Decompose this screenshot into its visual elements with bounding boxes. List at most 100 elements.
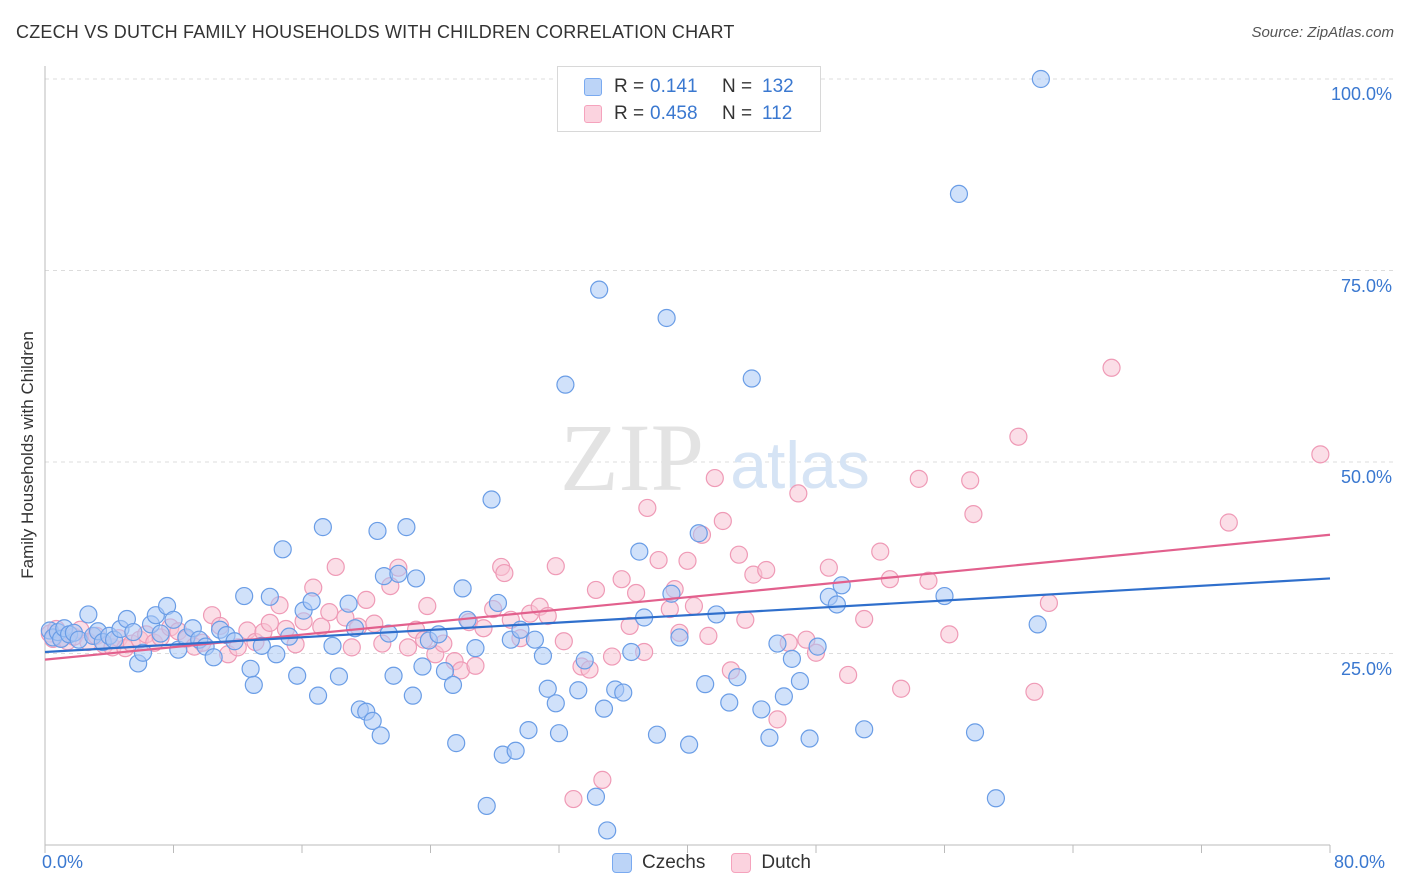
dutch-point[interactable] [961, 471, 980, 490]
czech-point[interactable] [447, 734, 466, 753]
czech-point[interactable] [670, 628, 689, 647]
czech-point[interactable] [760, 728, 779, 747]
czech-point[interactable] [124, 622, 143, 642]
dutch-point[interactable] [357, 590, 376, 609]
dutch-point[interactable] [909, 469, 928, 488]
czech-point[interactable] [696, 675, 715, 694]
czech-point[interactable] [594, 699, 614, 718]
czech-point[interactable] [800, 729, 819, 748]
dutch-point[interactable] [593, 770, 612, 789]
czech-point[interactable] [403, 686, 422, 705]
czech-point[interactable] [986, 789, 1006, 808]
czech-point[interactable] [406, 569, 426, 588]
czech-point[interactable] [832, 576, 851, 595]
dutch-point[interactable] [699, 626, 718, 645]
dutch-point[interactable] [789, 484, 808, 503]
czech-point[interactable] [260, 587, 279, 606]
czech-point[interactable] [549, 724, 569, 743]
czech-point[interactable] [488, 593, 508, 613]
czech-point[interactable] [630, 542, 649, 561]
czech-point[interactable] [506, 741, 525, 760]
dutch-point[interactable] [602, 647, 622, 666]
dutch-point[interactable] [940, 625, 959, 644]
dutch-point[interactable] [819, 558, 838, 577]
czech-point[interactable] [790, 671, 810, 691]
czech-point[interactable] [538, 679, 557, 698]
dutch-point[interactable] [564, 789, 583, 809]
czech-point[interactable] [622, 642, 641, 662]
czech-point[interactable] [855, 720, 874, 739]
czech-point[interactable] [1031, 69, 1050, 89]
dutch-point[interactable] [729, 545, 749, 564]
czech-point[interactable] [614, 683, 633, 702]
czech-point[interactable] [244, 675, 263, 695]
dutch-point[interactable] [839, 665, 858, 685]
legend-item-czechs[interactable]: Czechs [612, 852, 705, 874]
dutch-point[interactable] [320, 603, 339, 622]
czech-point[interactable] [598, 821, 617, 840]
dutch-point[interactable] [678, 551, 697, 570]
czech-point[interactable] [308, 686, 328, 705]
dutch-point[interactable] [1025, 682, 1044, 701]
dutch-point[interactable] [546, 557, 565, 576]
czech-point[interactable] [720, 693, 739, 712]
dutch-point[interactable] [1311, 445, 1330, 464]
dutch-point[interactable] [855, 609, 874, 629]
czech-point[interactable] [657, 308, 676, 328]
czech-point[interactable] [397, 518, 416, 537]
dutch-point[interactable] [713, 511, 732, 531]
czech-point[interactable] [368, 521, 387, 541]
czech-point[interactable] [204, 648, 223, 667]
czech-point[interactable] [1028, 615, 1047, 634]
dutch-point[interactable] [626, 583, 646, 603]
czech-point[interactable] [164, 610, 183, 629]
dutch-point[interactable] [684, 596, 704, 616]
czech-point[interactable] [774, 687, 793, 706]
czech-point[interactable] [435, 662, 455, 681]
czech-point[interactable] [680, 735, 699, 754]
czech-point[interactable] [647, 725, 667, 744]
czech-point[interactable] [329, 667, 349, 686]
czech-point[interactable] [569, 681, 588, 700]
czech-point[interactable] [742, 369, 761, 388]
dutch-point[interactable] [736, 610, 755, 629]
dutch-point[interactable] [757, 560, 776, 580]
dutch-point[interactable] [871, 542, 890, 561]
czech-point[interactable] [949, 184, 969, 203]
czech-point[interactable] [586, 787, 606, 806]
czech-point[interactable] [935, 586, 954, 606]
czech-point[interactable] [808, 637, 827, 656]
czech-point[interactable] [965, 723, 985, 742]
czech-point[interactable] [273, 540, 292, 559]
dutch-point[interactable] [705, 468, 724, 488]
dutch-point[interactable] [1009, 427, 1028, 446]
dutch-point[interactable] [260, 613, 279, 632]
dutch-point[interactable] [365, 614, 384, 633]
dutch-point[interactable] [1102, 358, 1121, 377]
czech-point[interactable] [302, 592, 321, 611]
czech-point[interactable] [556, 375, 575, 394]
dutch-point[interactable] [586, 580, 606, 600]
dutch-point[interactable] [418, 596, 437, 616]
czech-point[interactable] [533, 646, 553, 665]
czech-point[interactable] [728, 668, 747, 687]
czech-point[interactable] [133, 643, 153, 662]
czech-point[interactable] [235, 586, 254, 606]
dutch-point[interactable] [398, 638, 418, 657]
czech-point[interactable] [546, 694, 565, 713]
dutch-point[interactable] [964, 504, 983, 524]
czech-point[interactable] [575, 651, 594, 670]
czech-point[interactable] [371, 726, 390, 745]
dutch-point[interactable] [326, 557, 345, 577]
czech-point[interactable] [590, 280, 609, 299]
dutch-point[interactable] [1219, 513, 1238, 532]
dutch-point[interactable] [495, 563, 514, 583]
legend-item-dutch[interactable]: Dutch [731, 852, 811, 874]
czech-point[interactable] [151, 624, 170, 643]
czech-point[interactable] [768, 634, 787, 653]
czech-point[interactable] [453, 579, 472, 598]
czech-point[interactable] [413, 657, 432, 676]
czech-point[interactable] [827, 595, 846, 614]
dutch-point[interactable] [466, 656, 485, 675]
czech-point[interactable] [689, 524, 708, 543]
